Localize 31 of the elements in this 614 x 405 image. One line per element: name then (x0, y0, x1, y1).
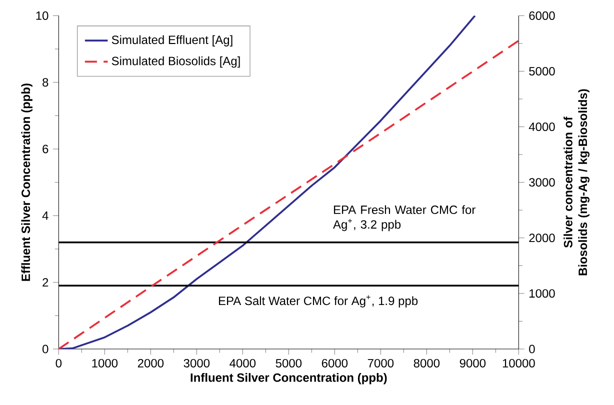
y-tick-label: 4 (42, 212, 48, 220)
y-tick-label: 0 (42, 344, 48, 354)
x-tick-label: 2000 (138, 358, 164, 368)
x-axis-title: Influent Silver Concentration (ppb) (190, 373, 387, 384)
y2-tick-label: 0 (529, 344, 535, 354)
x-tick-label: 4000 (230, 358, 256, 368)
legend-label: Simulated Biosolids [Ag] (112, 56, 240, 68)
y2-tick-label: 3000 (529, 178, 555, 187)
x-tick-label: 0 (56, 358, 62, 368)
x-tick-label: 1000 (92, 358, 118, 368)
y2-tick-label: 6000 (529, 11, 555, 20)
ref-line-label: EPA Salt Water CMC for Ag$^{+}$, 1.9 ppb (218, 295, 418, 308)
x-tick-label: 6000 (322, 358, 348, 368)
ref-line-label: EPA Fresh Water CMC for Ag$^{+}$, 3.2 ppb (333, 205, 476, 232)
x-tick-label: 10000 (502, 358, 535, 368)
y-tick-label: 8 (42, 78, 48, 87)
y-axis-title: Effluent Silver Concentration (ppb) (21, 84, 32, 281)
y2-tick-label: 2000 (529, 234, 555, 242)
y-tick-label: 2 (42, 278, 48, 287)
x-tick-label: 5000 (276, 358, 302, 368)
y2-tick-label: 4000 (528, 122, 555, 132)
y-tick-label: 6 (42, 144, 48, 154)
legend-label: Simulated Effluent [Ag] (112, 35, 232, 46)
x-tick-label: 7000 (368, 358, 394, 368)
y2-axis-title: Silver concentration of Biosolids (mg-Ag / kg-Biosolids) (564, 89, 590, 276)
y-tick-label: 10 (36, 11, 48, 20)
y2-tick-label: 5000 (529, 66, 555, 76)
y2-tick-label: 1000 (530, 289, 555, 298)
x-tick-label: 9000 (460, 358, 486, 368)
x-tick-label: 8000 (414, 358, 440, 368)
x-tick-label: 3000 (184, 358, 210, 368)
